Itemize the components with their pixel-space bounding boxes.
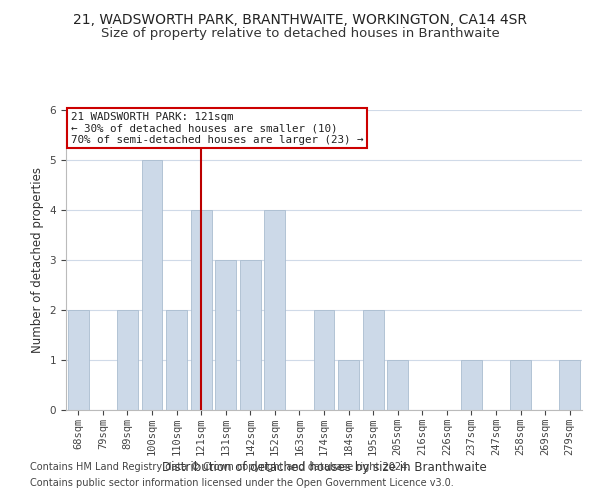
Bar [387, 360, 408, 410]
Text: 21, WADSWORTH PARK, BRANTHWAITE, WORKINGTON, CA14 4SR: 21, WADSWORTH PARK, BRANTHWAITE, WORKING… [73, 12, 527, 26]
Bar [510, 360, 531, 410]
Bar [338, 360, 359, 410]
Bar [461, 360, 482, 410]
Bar [559, 360, 580, 410]
Text: Size of property relative to detached houses in Branthwaite: Size of property relative to detached ho… [101, 28, 499, 40]
Bar [191, 210, 212, 410]
Bar [314, 310, 334, 410]
Y-axis label: Number of detached properties: Number of detached properties [31, 167, 44, 353]
Text: Contains HM Land Registry data © Crown copyright and database right 2024.: Contains HM Land Registry data © Crown c… [30, 462, 410, 472]
Text: 21 WADSWORTH PARK: 121sqm
← 30% of detached houses are smaller (10)
70% of semi-: 21 WADSWORTH PARK: 121sqm ← 30% of detac… [71, 112, 364, 144]
Bar [215, 260, 236, 410]
Bar [142, 160, 163, 410]
Bar [166, 310, 187, 410]
Bar [240, 260, 261, 410]
Text: Contains public sector information licensed under the Open Government Licence v3: Contains public sector information licen… [30, 478, 454, 488]
Bar [117, 310, 138, 410]
X-axis label: Distribution of detached houses by size in Branthwaite: Distribution of detached houses by size … [161, 460, 487, 473]
Bar [362, 310, 383, 410]
Bar [265, 210, 286, 410]
Bar [68, 310, 89, 410]
